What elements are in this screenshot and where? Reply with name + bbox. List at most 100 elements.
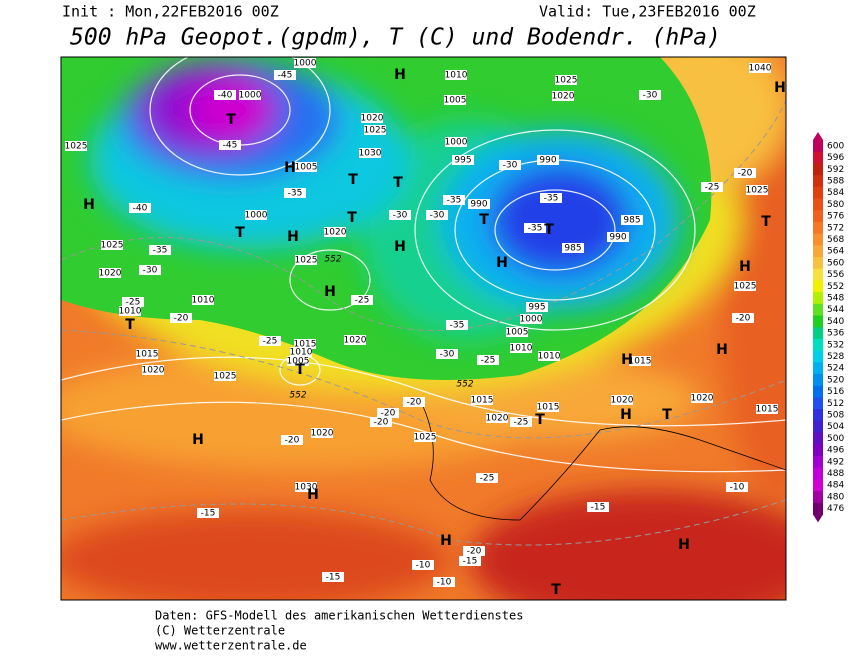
pressure-center: H xyxy=(394,239,406,255)
colorbar-tip xyxy=(813,514,823,523)
pressure-label-box xyxy=(290,347,312,357)
pressure-label: 1015 xyxy=(136,350,159,360)
map-title: 500 hPa Geopot.(gpdm), T (C) und Bodendr… xyxy=(70,25,721,51)
pressure-center: H xyxy=(440,533,452,549)
pressure-label-box xyxy=(691,393,713,403)
pressure-center: T xyxy=(295,362,305,378)
pressure-label-box xyxy=(629,356,651,366)
pressure-label-box xyxy=(445,70,467,80)
pressure-label-box xyxy=(344,335,366,345)
pressure-label-box xyxy=(295,482,317,492)
pressure-label: 1025 xyxy=(734,282,757,292)
temperature-label-box xyxy=(274,70,296,80)
temperature-label-box xyxy=(732,313,754,323)
pressure-label-box xyxy=(452,155,474,165)
pressure-label: 1020 xyxy=(552,92,575,102)
pressure-label: 1010 xyxy=(119,307,142,317)
pressure-center: T xyxy=(662,407,672,423)
temperature-label: -30 xyxy=(440,350,455,360)
temperature-label: -20 xyxy=(374,418,389,428)
temperature-label-box xyxy=(639,90,661,100)
colorbar-label: 488 xyxy=(827,469,844,479)
pressure-label: 1020 xyxy=(311,429,334,439)
pressure-label: 1005 xyxy=(444,96,467,106)
temperature-label: -15 xyxy=(201,509,216,519)
temperature-label: -35 xyxy=(528,224,543,234)
temperature-label: -20 xyxy=(738,169,753,179)
colorbar-swatch xyxy=(813,151,823,164)
colorbar-label: 556 xyxy=(827,270,844,280)
pressure-label-box xyxy=(562,243,584,253)
pressure-center: T xyxy=(479,212,489,228)
colorbar-label: 524 xyxy=(827,364,844,374)
colorbar-label: 520 xyxy=(827,375,844,385)
colorbar-label: 596 xyxy=(827,153,844,163)
colorbar-label: 592 xyxy=(827,165,844,175)
pressure-label: 1020 xyxy=(99,269,122,279)
colorbar-swatch xyxy=(813,280,823,293)
colorbar-swatch xyxy=(813,432,823,445)
temperature-label: -30 xyxy=(643,91,658,101)
pressure-label: 985 xyxy=(623,216,640,226)
pressure-label-box xyxy=(538,351,560,361)
temperature-label-box xyxy=(412,560,434,570)
temperature-label: -20 xyxy=(174,314,189,324)
pressure-label-box xyxy=(364,125,386,135)
pressure-label-box xyxy=(287,356,309,366)
pressure-label-box xyxy=(756,404,778,414)
temperature-label-box xyxy=(129,203,151,213)
colorbar-swatch xyxy=(813,397,823,410)
pressure-label: 1015 xyxy=(537,403,560,413)
height-label: 552 xyxy=(456,380,473,390)
pressure-label-box xyxy=(444,95,466,105)
pressure-center: H xyxy=(620,407,632,423)
temperature-label-box xyxy=(214,90,236,100)
temperature-label: -10 xyxy=(437,578,452,588)
colorbar-swatch xyxy=(813,350,823,363)
pressure-label-box xyxy=(445,137,467,147)
pressure-label: 1015 xyxy=(471,396,494,406)
colorbar-label: 512 xyxy=(827,399,844,409)
pressure-label-box xyxy=(506,327,528,337)
temperature-label: -25 xyxy=(705,183,720,193)
pressure-label: 1010 xyxy=(445,71,468,81)
temperature-label-box xyxy=(459,556,481,566)
pressure-center: T xyxy=(347,210,357,226)
pressure-label: 1025 xyxy=(214,372,237,382)
colorbar-label: 576 xyxy=(827,212,844,222)
pressure-label-box xyxy=(324,227,346,237)
temperature-label-box xyxy=(433,577,455,587)
colorbar-label: 516 xyxy=(827,387,844,397)
colorbar-label: 540 xyxy=(827,317,844,327)
pressure-label: 995 xyxy=(454,156,471,166)
pressure-label-box xyxy=(101,240,123,250)
pressure-label-box xyxy=(361,113,383,123)
pressure-label: 1020 xyxy=(324,228,347,238)
pressure-label-box xyxy=(526,302,548,312)
temperature-label: -15 xyxy=(591,503,606,513)
pressure-label: 1010 xyxy=(192,296,215,306)
pressure-label-box xyxy=(510,343,532,353)
temperature-label-box xyxy=(726,482,748,492)
pressure-label-box xyxy=(192,295,214,305)
pressure-label-box xyxy=(414,432,436,442)
pressure-label: 1025 xyxy=(364,126,387,136)
temperature-label: -35 xyxy=(153,246,168,256)
pressure-label: 1005 xyxy=(287,357,310,367)
pressure-label-box xyxy=(294,58,316,68)
colorbar-label: 492 xyxy=(827,457,844,467)
pressure-label-box xyxy=(295,162,317,172)
colorbar-swatch xyxy=(813,455,823,469)
pressure-label: 1010 xyxy=(510,344,533,354)
colorbar-label: 484 xyxy=(827,481,844,491)
temperature-label: -25 xyxy=(514,418,529,428)
pressure-label: 1025 xyxy=(65,142,88,152)
pressure-center: H xyxy=(83,197,95,213)
pressure-center: H xyxy=(284,160,296,176)
colorbar-label: 600 xyxy=(827,141,844,151)
pressure-label-box xyxy=(119,306,141,316)
colorbar-label: 544 xyxy=(827,305,844,315)
temperature-label: -35 xyxy=(447,196,462,206)
pressure-label: 1010 xyxy=(290,348,313,358)
